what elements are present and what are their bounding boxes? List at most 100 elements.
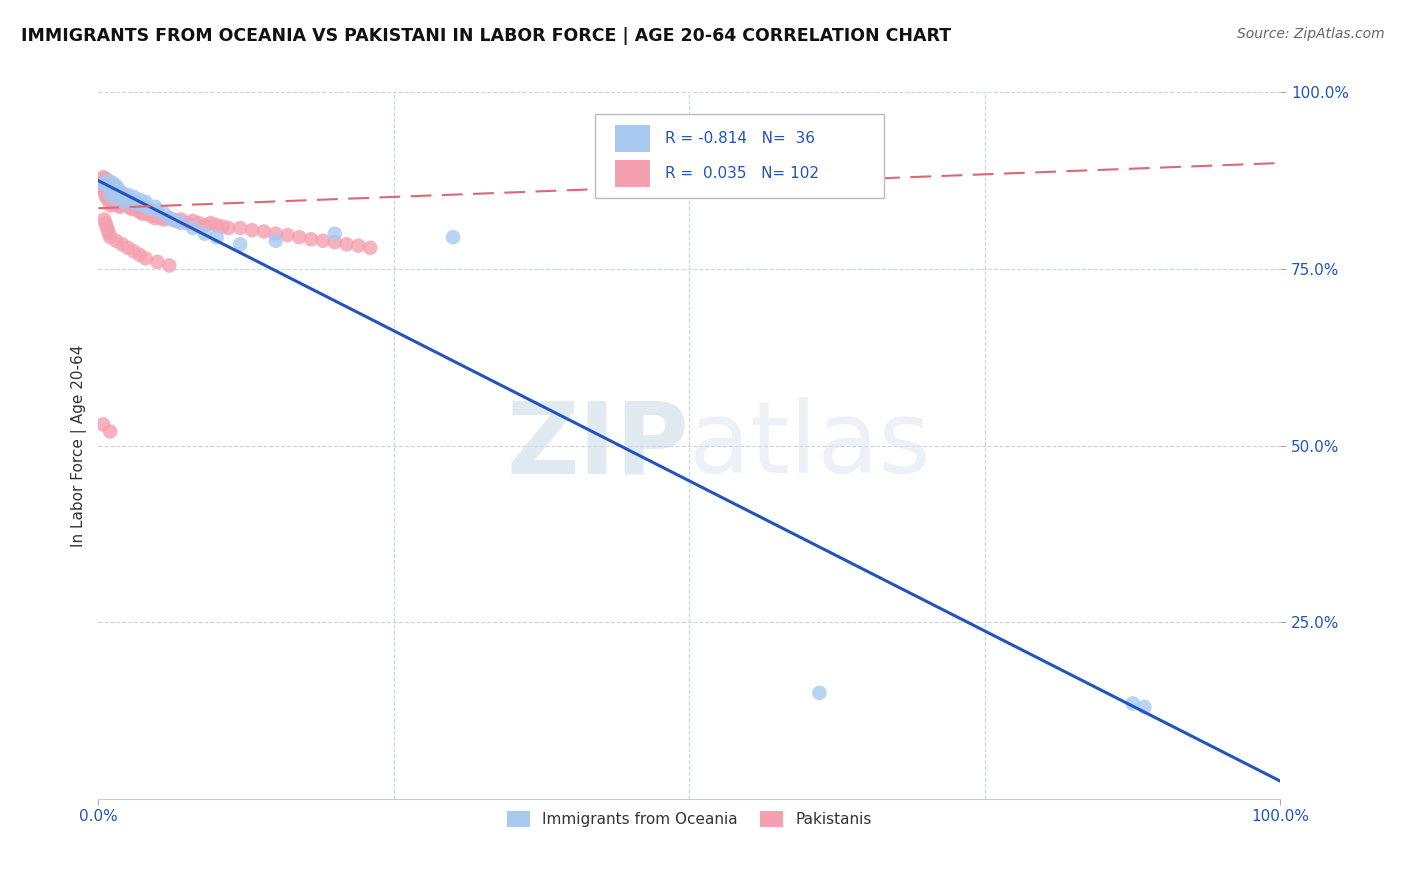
Point [135,194,157,209]
Point [98,193,121,207]
Point [101,197,124,211]
Point [181,214,204,228]
Point [229,237,252,252]
Point [103,184,125,198]
Point [98,425,121,439]
Point [253,225,276,239]
Point [194,227,217,241]
Point [165,214,187,228]
Point [105,194,128,209]
Point [150,211,173,226]
Point [129,205,152,219]
Point [288,230,311,244]
Point [138,202,160,216]
Point [107,182,129,196]
Point [103,191,125,205]
Point [146,209,169,223]
Point [336,237,359,252]
Point [1122,697,1144,711]
Point [97,174,120,188]
Point [128,248,150,262]
Point [132,198,155,212]
Point [104,184,127,198]
Point [105,197,128,211]
Point [170,212,193,227]
Point [94,187,117,202]
Point [111,237,134,252]
Point [143,200,166,214]
Point [90,178,112,192]
Point [157,259,180,273]
Point [176,216,198,230]
Point [101,180,124,194]
Point [94,171,117,186]
Point [91,417,114,432]
Point [105,234,128,248]
Point [98,183,121,197]
Point [125,202,148,216]
Point [101,187,124,202]
Point [264,227,287,241]
Point [240,223,263,237]
Point [135,205,157,219]
Point [98,227,121,241]
Point [187,216,209,230]
Point [111,187,134,202]
Bar [614,125,651,152]
Point [108,200,131,214]
Point [117,241,139,255]
Point [276,228,298,243]
Point [98,198,121,212]
Point [96,183,118,197]
Point [108,191,131,205]
Point [217,221,239,235]
Point [181,221,204,235]
Point [205,230,228,244]
Text: IMMIGRANTS FROM OCEANIA VS PAKISTANI IN LABOR FORCE | AGE 20-64 CORRELATION CHAR: IMMIGRANTS FROM OCEANIA VS PAKISTANI IN … [21,27,952,45]
Point [94,216,117,230]
Point [122,190,145,204]
Point [105,191,128,205]
Point [152,205,174,219]
Point [100,178,122,193]
Point [136,207,159,221]
Point [100,186,122,200]
Point [98,187,121,202]
Point [98,180,121,194]
Text: Source: ZipAtlas.com: Source: ZipAtlas.com [1237,27,1385,41]
Point [111,186,134,200]
Point [112,194,135,209]
Point [107,198,129,212]
Point [96,191,118,205]
Point [97,223,120,237]
Point [162,212,184,227]
Point [98,178,121,192]
Point [98,190,121,204]
Point [312,234,335,248]
Point [808,686,831,700]
Text: ZIP: ZIP [506,397,689,494]
Point [194,218,217,232]
Point [108,187,131,202]
Point [98,230,121,244]
Point [359,241,381,255]
Point [96,219,118,234]
Point [118,197,141,211]
Point [97,174,120,188]
Point [146,255,169,269]
Point [170,216,193,230]
Point [91,170,114,185]
Point [112,194,135,209]
Point [122,244,145,259]
Text: R =  0.035   N= 102: R = 0.035 N= 102 [665,166,818,181]
Point [323,227,346,241]
Point [91,180,114,194]
Point [135,252,157,266]
Point [166,214,188,228]
Point [105,178,128,193]
Point [110,193,132,207]
Y-axis label: In Labor Force | Age 20-64: In Labor Force | Age 20-64 [72,344,87,547]
Point [153,212,176,227]
Point [98,176,121,190]
Point [299,232,322,246]
